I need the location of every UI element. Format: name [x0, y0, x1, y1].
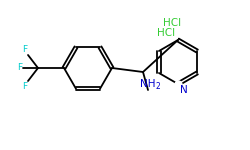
Text: N: N	[180, 85, 188, 95]
Text: F: F	[17, 63, 22, 72]
Text: HCl: HCl	[163, 18, 181, 28]
Text: HCl: HCl	[157, 28, 175, 38]
Text: F: F	[22, 82, 27, 91]
Text: F: F	[22, 45, 27, 54]
Text: NH: NH	[140, 79, 156, 89]
Text: 2: 2	[156, 82, 161, 91]
